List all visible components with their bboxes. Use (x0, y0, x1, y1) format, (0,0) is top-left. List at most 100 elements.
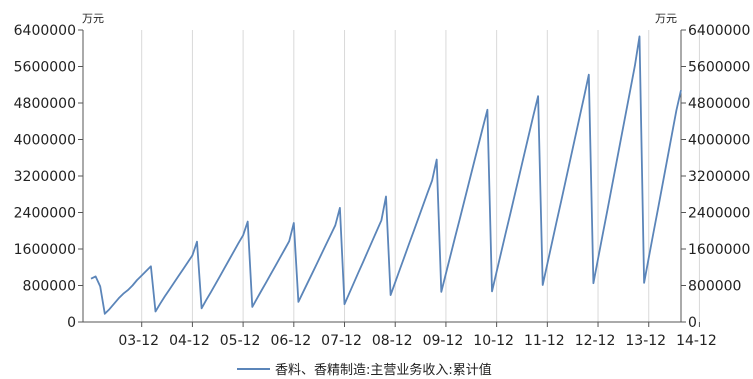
data-point (680, 89, 682, 91)
data-point (431, 180, 433, 182)
data-point (104, 313, 106, 315)
data-point (233, 250, 235, 252)
x-tick-label: 14-12 (676, 333, 717, 349)
data-point (145, 270, 147, 272)
x-tick-label: 08-12 (372, 333, 413, 349)
data-point (321, 253, 323, 255)
data-point (675, 109, 677, 111)
data-point (648, 257, 650, 259)
data-point (261, 290, 263, 292)
right-y-tick-label: 6400000 (688, 23, 750, 39)
data-point (523, 153, 525, 155)
data-point (551, 242, 553, 244)
data-point (371, 240, 373, 242)
data-point (224, 267, 226, 269)
data-point (436, 159, 438, 161)
data-point (344, 303, 346, 305)
data-point (546, 263, 548, 265)
right-y-tick-label: 2400000 (688, 206, 750, 222)
data-point (136, 279, 138, 281)
x-tick-label: 13-12 (625, 333, 666, 349)
x-tick-label: 05-12 (220, 333, 261, 349)
data-point (141, 275, 143, 277)
x-tick-label: 12-12 (575, 333, 616, 349)
data-point (505, 232, 507, 234)
data-point (362, 261, 364, 263)
data-point (463, 200, 465, 202)
data-point (413, 230, 415, 232)
data-point (569, 158, 571, 160)
left-y-tick-label: 3200000 (14, 169, 76, 185)
data-point (215, 283, 217, 285)
data-point (302, 291, 304, 293)
legend: 香料、香精制造:主营业务收入:累计值 (237, 362, 492, 378)
x-tick-label: 11-12 (524, 333, 565, 349)
data-point (454, 236, 456, 238)
left-unit-label: 万元 (82, 12, 104, 25)
data-point (491, 290, 493, 292)
data-point (427, 192, 429, 194)
data-point (316, 263, 318, 265)
data-point (616, 161, 618, 163)
data-point (574, 137, 576, 139)
data-point (560, 200, 562, 202)
data-point (657, 208, 659, 210)
data-point (376, 230, 378, 232)
data-point (579, 116, 581, 118)
data-point (270, 273, 272, 275)
data-point (242, 234, 244, 236)
data-point (620, 137, 622, 139)
data-point (519, 173, 521, 175)
vertical-gridlines (141, 30, 700, 322)
data-point (132, 285, 134, 287)
data-point (334, 224, 336, 226)
data-point (408, 243, 410, 245)
data-point (486, 109, 488, 111)
data-point (468, 181, 470, 183)
x-tick-label: 06-12 (270, 333, 311, 349)
data-point (108, 308, 110, 310)
data-point (533, 114, 535, 116)
data-point (274, 265, 276, 267)
data-point (265, 281, 267, 283)
data-point (514, 192, 516, 194)
data-point (417, 217, 419, 219)
right-y-tick-label: 1600000 (688, 242, 750, 258)
series-layer (90, 35, 682, 315)
data-point (639, 35, 641, 37)
left-y-tick-label: 1600000 (14, 242, 76, 258)
x-tick-label: 04-12 (169, 333, 210, 349)
right-y-tick-label: 4000000 (688, 133, 750, 149)
data-point (394, 281, 396, 283)
data-point (95, 275, 97, 277)
data-point (122, 293, 124, 295)
data-point (588, 74, 590, 76)
data-point (325, 243, 327, 245)
data-point (182, 268, 184, 270)
data-point (367, 251, 369, 253)
data-point (205, 299, 207, 301)
data-point (565, 179, 567, 181)
data-point (592, 282, 594, 284)
left-y-tick-label: 5600000 (14, 60, 76, 76)
data-point (440, 291, 442, 293)
axis-ticks: 0 0 800000 800000 1600000 1600000 2400000 24000… (14, 23, 751, 349)
data-point (90, 278, 92, 280)
right-y-tick-label: 5600000 (688, 60, 750, 76)
left-y-tick-label: 800000 (23, 279, 76, 295)
data-point (256, 298, 258, 300)
data-point (643, 282, 645, 284)
data-point (671, 134, 673, 136)
data-point (459, 218, 461, 220)
data-point (583, 95, 585, 97)
data-point (403, 256, 405, 258)
data-point (159, 303, 161, 305)
data-point (196, 241, 198, 243)
x-tick-label: 07-12 (321, 333, 362, 349)
data-point (537, 95, 539, 97)
data-point (164, 295, 166, 297)
data-point (293, 222, 295, 224)
data-point (311, 272, 313, 274)
data-point (118, 297, 120, 299)
